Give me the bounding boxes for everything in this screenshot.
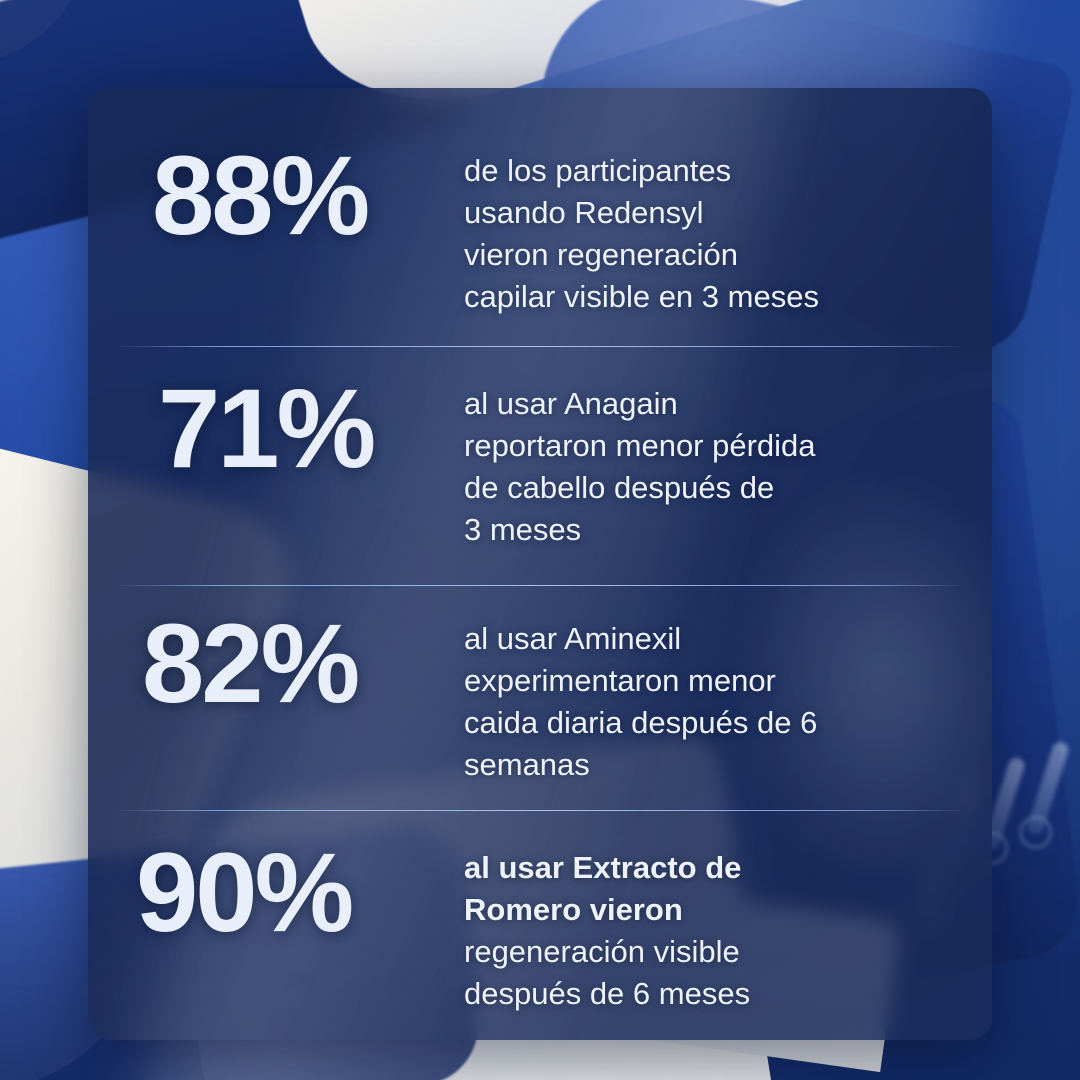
stat-line-bold: Romero vieron [464, 891, 683, 927]
stat-line: capilar visible en 3 meses [464, 278, 819, 314]
stat-line: vieron regeneración [464, 236, 739, 272]
stat-line: regeneración visible [464, 933, 740, 969]
stat-description: al usar Aminexil experimentaron menor ca… [464, 608, 950, 785]
stat-percentage: 82% [142, 601, 360, 726]
stat-description: de los participantes usando Redensyl vie… [464, 140, 950, 317]
stat-line: usando Redensyl [464, 194, 704, 230]
stat-description: al usar Anagain reportaron menor pérdida… [464, 373, 950, 550]
stats-list: 88% de los participantes usando Redensyl… [88, 88, 992, 1040]
stat-line-bold: al usar Extracto de [464, 850, 742, 885]
stat-line: caida diaria después de 6 [464, 704, 818, 740]
stats-card: 88% de los participantes usando Redensyl… [88, 88, 992, 1040]
stat-line: reportaron menor pérdida [464, 427, 816, 463]
stat-percentage: 90% [136, 830, 354, 955]
stat-percentage: 88% [152, 133, 370, 258]
stat-line: experimentaron menor [464, 662, 776, 698]
stat-row: 88% de los participantes usando Redensyl… [88, 88, 992, 346]
stat-line: al usar Aminexil [464, 621, 682, 656]
row-divider [120, 346, 960, 347]
stat-row: 90% al usar Extracto de Romero vieron re… [88, 811, 992, 1040]
stat-percentage: 71% [158, 366, 376, 491]
row-divider [120, 810, 960, 811]
stat-line: 3 meses [464, 511, 582, 547]
stat-line: de cabello después de [464, 469, 775, 505]
bottle-icon [1025, 739, 1071, 837]
stat-row: 82% al usar Aminexil experimentaron meno… [88, 586, 992, 810]
stat-line: después de 6 meses [464, 975, 751, 1011]
row-divider [120, 585, 960, 586]
stat-line: de los participantes [464, 153, 732, 188]
stat-description: al usar Extracto de Romero vieron regene… [464, 837, 950, 1014]
stat-row: 71% al usar Anagain reportaron menor pér… [88, 347, 992, 585]
stat-line: semanas [464, 746, 590, 782]
stat-line: al usar Anagain [464, 386, 678, 421]
